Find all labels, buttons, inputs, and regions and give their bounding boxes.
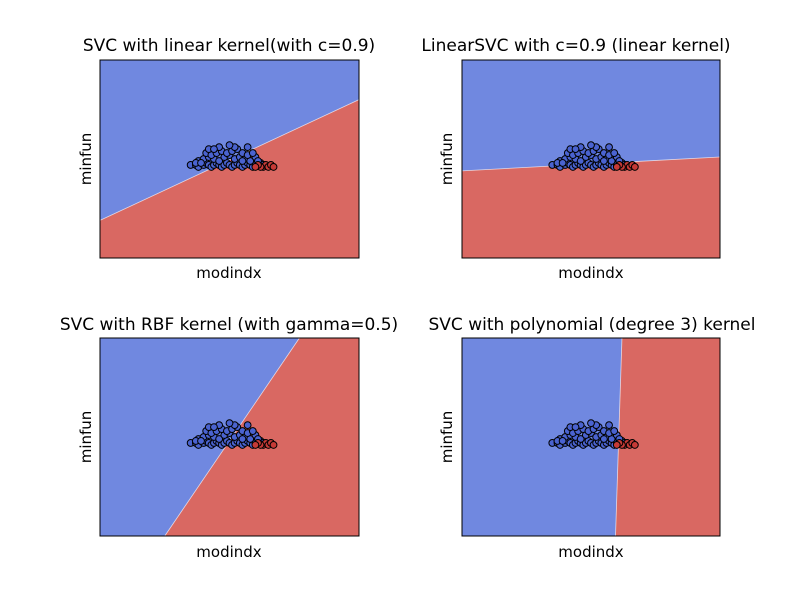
point-blue bbox=[600, 435, 608, 443]
panel-2-ylabel: minfun bbox=[438, 133, 456, 186]
point-blue bbox=[215, 435, 224, 443]
point-blue bbox=[225, 419, 234, 428]
panel-2-points bbox=[548, 141, 639, 171]
point-blue bbox=[558, 159, 567, 167]
point-blue bbox=[248, 427, 257, 435]
point-red bbox=[269, 163, 278, 171]
point-blue bbox=[215, 157, 224, 165]
region-red bbox=[462, 157, 720, 258]
point-blue bbox=[210, 423, 218, 432]
point-red bbox=[612, 163, 621, 171]
panel-1-regions bbox=[99, 60, 360, 258]
point-blue bbox=[558, 437, 567, 445]
point-blue bbox=[248, 149, 257, 157]
panel-1-frame bbox=[99, 59, 360, 259]
point-red bbox=[251, 441, 260, 449]
subplot-linearsvc: LinearSVC with c=0.9 (linear kernel) mod… bbox=[421, 36, 730, 282]
subplot-rbf-svc: SVC with RBF kernel (with gamma=0.5) mod… bbox=[60, 315, 398, 561]
point-blue bbox=[197, 437, 205, 445]
panel-2-xlabel: modindx bbox=[558, 264, 624, 282]
point-blue bbox=[571, 145, 580, 154]
point-blue bbox=[605, 143, 613, 152]
point-blue bbox=[576, 157, 585, 165]
point-blue bbox=[243, 143, 252, 152]
point-blue bbox=[610, 427, 619, 435]
point-blue bbox=[600, 157, 608, 165]
point-red bbox=[630, 441, 639, 449]
point-blue bbox=[197, 159, 205, 167]
panel-3-frame bbox=[99, 337, 360, 537]
panel-1-xlabel: modindx bbox=[196, 264, 262, 282]
panel-2-frame bbox=[461, 59, 721, 259]
point-blue bbox=[225, 141, 234, 150]
point-blue bbox=[587, 141, 595, 150]
region-red bbox=[615, 338, 720, 536]
point-blue bbox=[210, 145, 218, 154]
point-red bbox=[630, 163, 639, 171]
point-blue bbox=[576, 435, 585, 443]
panel-2-regions bbox=[461, 60, 721, 258]
point-red bbox=[269, 441, 278, 449]
region-red bbox=[100, 99, 359, 258]
decision-boundary bbox=[99, 99, 360, 221]
panel-3-xlabel: modindx bbox=[196, 543, 262, 561]
point-red bbox=[251, 163, 260, 171]
panel-3-title: SVC with RBF kernel (with gamma=0.5) bbox=[60, 315, 398, 335]
panel-3-regions bbox=[100, 337, 359, 537]
panel-4-xlabel: modindx bbox=[558, 543, 624, 561]
panel-3-ylabel: minfun bbox=[77, 411, 95, 464]
panel-4-regions bbox=[462, 337, 720, 537]
panel-2-title: LinearSVC with c=0.9 (linear kernel) bbox=[421, 36, 730, 56]
point-blue bbox=[238, 435, 247, 443]
region-red bbox=[164, 338, 359, 536]
subplot-linear-svc: SVC with linear kernel(with c=0.9) modin… bbox=[77, 36, 375, 282]
panel-3-points bbox=[186, 419, 278, 449]
panel-4-ylabel: minfun bbox=[438, 411, 456, 464]
point-red bbox=[612, 441, 621, 449]
panel-1-title: SVC with linear kernel(with c=0.9) bbox=[83, 36, 375, 56]
point-blue bbox=[605, 421, 613, 430]
point-blue bbox=[238, 157, 247, 165]
panel-4-points bbox=[548, 419, 639, 449]
panel-4-frame bbox=[461, 337, 721, 537]
panel-1-ylabel: minfun bbox=[77, 133, 95, 186]
point-blue bbox=[587, 419, 595, 428]
point-blue bbox=[610, 149, 619, 157]
panel-4-title: SVC with polynomial (degree 3) kernel bbox=[429, 315, 756, 335]
subplot-poly-svc: SVC with polynomial (degree 3) kernel mo… bbox=[429, 315, 756, 561]
point-blue bbox=[571, 423, 580, 432]
panel-1-points bbox=[186, 141, 278, 171]
point-blue bbox=[243, 421, 252, 430]
